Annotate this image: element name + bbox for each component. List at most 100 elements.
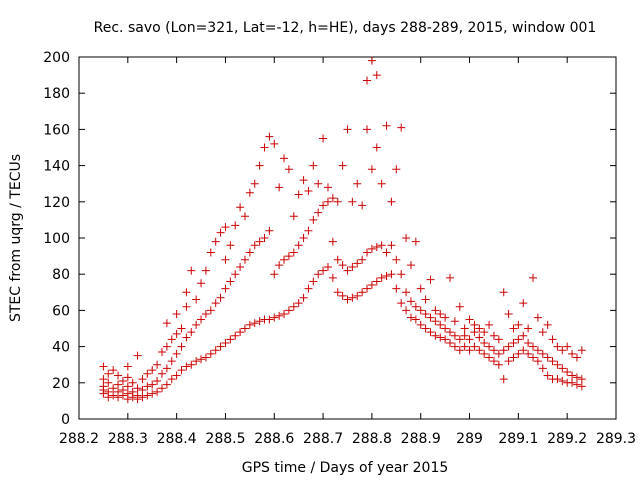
data-point xyxy=(465,346,474,355)
chart-title: Rec. savo (Lon=321, Lat=-12, h=HE), days… xyxy=(94,20,597,36)
data-point xyxy=(167,335,176,344)
data-point xyxy=(509,338,518,347)
data-point xyxy=(421,295,430,304)
data-point xyxy=(499,375,508,384)
data-point xyxy=(280,310,289,319)
data-point xyxy=(353,259,362,268)
data-point xyxy=(489,357,498,366)
data-point xyxy=(104,369,113,378)
data-point xyxy=(270,139,279,148)
data-point xyxy=(348,262,357,271)
data-point xyxy=(280,154,289,163)
data-point xyxy=(382,272,391,281)
data-point xyxy=(377,273,386,282)
data-point xyxy=(309,161,318,170)
data-point xyxy=(182,302,191,311)
x-tick-label: 289.3 xyxy=(596,431,636,447)
data-point xyxy=(240,212,249,221)
data-point xyxy=(319,201,328,210)
data-point xyxy=(475,333,484,342)
data-point xyxy=(455,335,464,344)
data-point xyxy=(289,302,298,311)
data-point xyxy=(255,237,264,246)
data-point xyxy=(494,349,503,358)
data-point xyxy=(343,125,352,134)
data-point xyxy=(153,387,162,396)
data-point xyxy=(192,295,201,304)
data-point xyxy=(187,328,196,337)
data-point xyxy=(211,237,220,246)
data-point xyxy=(533,357,542,366)
data-point xyxy=(519,331,528,340)
data-point xyxy=(367,244,376,253)
data-point xyxy=(367,165,376,174)
x-tick-label: 288.3 xyxy=(108,431,148,447)
data-point xyxy=(226,241,235,250)
data-point xyxy=(348,293,357,302)
data-point xyxy=(514,320,523,329)
data-point xyxy=(416,306,425,315)
data-point xyxy=(377,179,386,188)
data-point xyxy=(553,342,562,351)
data-point xyxy=(260,234,269,242)
data-point xyxy=(143,391,152,400)
data-point xyxy=(167,357,176,366)
data-point xyxy=(441,324,450,333)
data-point xyxy=(533,313,542,322)
data-point xyxy=(572,353,581,362)
data-point xyxy=(294,299,303,308)
data-point xyxy=(284,306,293,315)
data-point xyxy=(114,380,123,389)
data-point xyxy=(309,277,318,286)
y-axis: 0 20 40 60 80 100 120 140 160 180 200 xyxy=(43,50,616,428)
data-point xyxy=(182,362,191,371)
data-point xyxy=(504,357,513,366)
data-point xyxy=(148,380,157,389)
data-point xyxy=(221,223,230,232)
data-point xyxy=(304,226,313,235)
data-point xyxy=(568,371,577,380)
data-point xyxy=(446,328,455,337)
data-point xyxy=(323,262,332,271)
data-point xyxy=(436,310,445,319)
data-point xyxy=(314,179,323,188)
data-point xyxy=(431,306,440,315)
y-tick-label: 40 xyxy=(52,340,70,356)
data-point xyxy=(118,376,127,385)
y-tick-label: 180 xyxy=(43,86,70,102)
x-axis: 288.2 288.3 288.4 288.5 288.6 288.7 288.8 288.9… xyxy=(59,57,636,447)
data-point xyxy=(333,197,342,206)
data-point xyxy=(167,375,176,384)
y-tick-label: 120 xyxy=(43,195,70,211)
data-point xyxy=(338,261,347,270)
data-point xyxy=(114,371,123,380)
data-point xyxy=(157,384,166,393)
data-point xyxy=(372,143,381,152)
data-point xyxy=(392,255,401,264)
data-point xyxy=(480,349,489,358)
data-point xyxy=(231,221,240,230)
data-point xyxy=(206,306,215,315)
data-point xyxy=(323,183,332,192)
data-point xyxy=(543,371,552,380)
data-point xyxy=(387,270,396,279)
data-point xyxy=(206,248,215,257)
data-point xyxy=(538,349,547,358)
data-point xyxy=(455,302,464,311)
data-point xyxy=(504,310,513,319)
data-point xyxy=(402,234,411,242)
data-point xyxy=(109,384,118,393)
data-point xyxy=(245,188,254,197)
data-point xyxy=(104,378,113,387)
data-point xyxy=(157,348,166,357)
data-point xyxy=(475,346,484,355)
data-point xyxy=(392,165,401,174)
data-point xyxy=(406,261,415,270)
data-point xyxy=(485,353,494,362)
data-point xyxy=(265,315,274,324)
data-point xyxy=(123,362,132,371)
data-point xyxy=(499,346,508,355)
data-point xyxy=(216,342,225,351)
data-point xyxy=(255,317,264,326)
data-point xyxy=(319,134,328,143)
